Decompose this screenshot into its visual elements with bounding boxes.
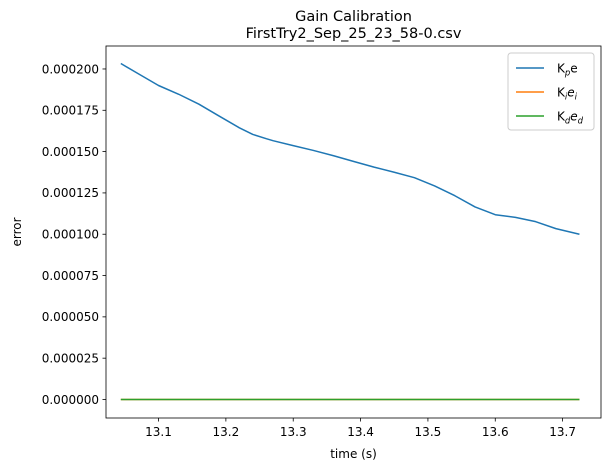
chart-subtitle: FirstTry2_Sep_25_23_58-0.csv [246, 26, 462, 42]
y-tick-label: 0.000100 [42, 228, 99, 242]
x-axis-label: time (s) [330, 447, 377, 461]
x-tick-label: 13.6 [482, 425, 509, 439]
x-tick-label: 13.5 [415, 425, 442, 439]
legend-label-kded: Kded [557, 110, 584, 127]
y-tick-label: 0.000125 [42, 186, 99, 200]
x-tick-label: 13.3 [280, 425, 307, 439]
plot-area-frame [105, 45, 602, 419]
y-tick-label: 0.000175 [42, 104, 99, 118]
y-tick-label: 0.000025 [42, 351, 99, 365]
legend-frame [507, 52, 595, 131]
legend: Kpe Kiei Kded [507, 52, 595, 131]
x-tick-label: 13.2 [213, 425, 240, 439]
y-tick-label: 0.000000 [42, 393, 99, 407]
y-tick-label: 0.000075 [42, 269, 99, 283]
plot-lines [120, 62, 580, 401]
y-tick-label: 0.000200 [42, 62, 99, 76]
y-tick-label: 0.000050 [42, 310, 99, 324]
y-tick-label: 0.000150 [42, 145, 99, 159]
y-axis-ticks: 0.000000 0.000025 0.000050 0.000075 0.000100… [42, 62, 106, 407]
legend-label-kpe: Kpe [557, 62, 578, 79]
x-tick-label: 13.4 [347, 425, 374, 439]
x-axis-ticks: 13.1 13.2 13.3 13.4 13.5 13.6 13.7 [145, 418, 576, 439]
x-tick-label: 13.1 [145, 425, 172, 439]
x-tick-label: 13.7 [549, 425, 576, 439]
chart-title: Gain Calibration [295, 9, 412, 25]
y-axis-label: error [10, 217, 24, 246]
legend-label-kiei: Kiei [557, 86, 578, 103]
series-line-kpe [120, 62, 580, 235]
